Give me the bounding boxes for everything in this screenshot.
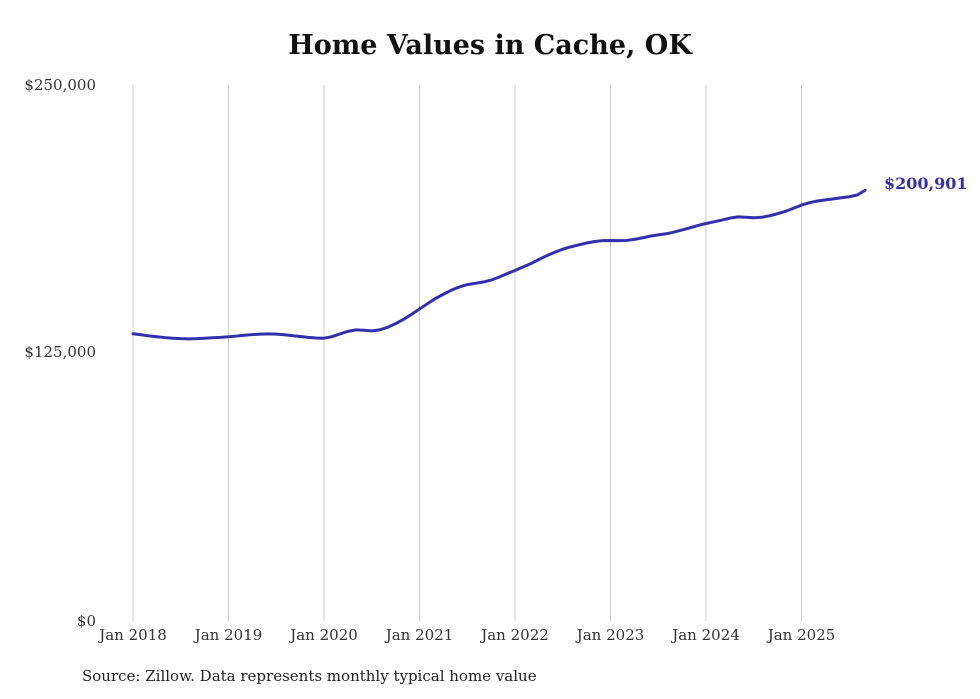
x-tick-label: Jan 2019 — [194, 626, 263, 644]
x-tick-label: Jan 2023 — [576, 626, 645, 644]
x-tick-label: Jan 2022 — [481, 626, 549, 644]
y-tick-label-125000: $125,000 — [24, 343, 96, 361]
home-values-line — [131, 188, 867, 341]
y-tick-label-250000: $250,000 — [24, 76, 96, 94]
x-tick-label: Jan 2021 — [385, 626, 454, 644]
x-tick-label: Jan 2024 — [672, 626, 740, 644]
chart-title: Home Values in Cache, OK — [288, 30, 692, 61]
x-tick-label: Jan 2025 — [767, 626, 836, 644]
source-note: Source: Zillow. Data represents monthly … — [82, 667, 537, 685]
last-value-label: $200,901 — [884, 174, 968, 193]
x-tick-label: Jan 2020 — [290, 626, 358, 644]
x-tick-label: Jan 2018 — [99, 626, 167, 644]
y-tick-label-0: $0 — [76, 612, 96, 630]
